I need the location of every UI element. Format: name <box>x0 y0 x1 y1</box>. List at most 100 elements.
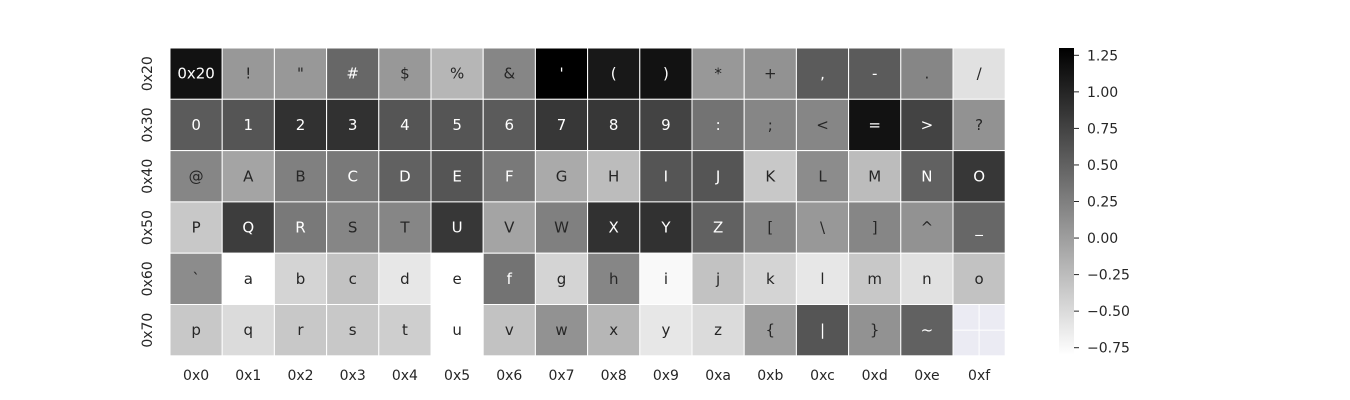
cell-annotation: [ <box>767 219 773 237</box>
cell-annotation: H <box>608 167 619 185</box>
heatmap-cell <box>273 98 328 152</box>
heatmap-cell <box>378 201 432 254</box>
cell-annotation: F <box>505 167 514 185</box>
cell-annotation: ! <box>245 65 251 83</box>
heatmap-cell <box>743 304 797 357</box>
cell-annotation: ^ <box>921 219 934 237</box>
cell-annotation: W <box>554 219 569 237</box>
cell-annotation: V <box>504 219 515 237</box>
cell-annotation: d <box>400 270 410 288</box>
cell-annotation: R <box>295 219 305 237</box>
heatmap-cell <box>430 98 484 152</box>
cell-annotation: 6 <box>505 116 515 134</box>
x-axis-ticks: 0x0 0x1 0x2 0x3 0x4 0x5 0x6 0x7 0x8 0x9 0xa 0xb 0xc 0… <box>183 368 991 384</box>
heatmap-cell <box>169 201 223 254</box>
heatmap-cells <box>169 47 1006 357</box>
cell-annotation: O <box>973 167 985 185</box>
cell-annotation: g <box>557 270 567 288</box>
cell-annotation: , <box>820 65 825 83</box>
cell-annotation: U <box>452 219 463 237</box>
heatmap-cell <box>691 150 745 203</box>
heatmap-cell <box>743 47 797 100</box>
y-axis-ticks: 0x20 0x30 0x40 0x50 0x60 0x70 <box>140 56 156 348</box>
cell-annotation: ' <box>559 65 563 83</box>
cell-annotation: G <box>556 167 568 185</box>
cell-annotation: & <box>503 65 515 83</box>
heatmap-cell <box>221 252 275 305</box>
cell-annotation: ? <box>975 116 983 134</box>
cell-annotation: k <box>766 270 775 288</box>
y-tick-label: 0x60 <box>140 261 156 296</box>
cell-annotation: A <box>243 167 254 185</box>
cell-annotation: 9 <box>661 116 671 134</box>
cell-annotation: % <box>450 65 464 83</box>
cell-annotation: + <box>764 65 777 83</box>
y-tick-label: 0x30 <box>140 107 156 142</box>
heatmap-cell <box>587 304 641 357</box>
heatmap-cell <box>795 150 850 203</box>
heatmap-cell <box>326 98 380 152</box>
cell-annotation: B <box>295 167 305 185</box>
heatmap-cell <box>221 304 275 357</box>
x-tick-label: 0x0 <box>183 368 209 384</box>
cell-annotation: t <box>402 321 408 339</box>
colorbar-tick-label: 0.00 <box>1087 231 1118 247</box>
cell-annotation: M <box>868 167 881 185</box>
heatmap-cell <box>900 150 954 203</box>
heatmap-cell <box>639 47 693 100</box>
cell-annotation: 0x20 <box>177 65 215 83</box>
cell-annotation: P <box>192 219 201 237</box>
cell-annotation: 0 <box>191 116 201 134</box>
cell-annotation: { <box>766 321 776 339</box>
heatmap-cell <box>587 98 641 152</box>
cell-annotation: j <box>715 270 720 288</box>
heatmap-cell <box>430 304 484 357</box>
cell-annotation: p <box>191 321 201 339</box>
cell-annotation: c <box>349 270 357 288</box>
cell-annotation: J <box>715 167 720 185</box>
cell-annotation: m <box>867 270 882 288</box>
cell-annotation: o <box>975 270 984 288</box>
x-tick-label: 0x4 <box>392 368 418 384</box>
cell-annotation: Z <box>713 219 723 237</box>
heatmap-cell <box>378 98 432 152</box>
cell-annotation: 2 <box>296 116 306 134</box>
cell-annotation: y <box>661 321 670 339</box>
cell-annotation: x <box>609 321 618 339</box>
heatmap-cell <box>900 304 954 357</box>
cell-annotation: " <box>297 65 304 83</box>
heatmap-cell <box>691 201 745 254</box>
cell-annotation: ( <box>611 65 617 83</box>
heatmap-cell <box>848 252 902 305</box>
heatmap-cell <box>900 98 954 152</box>
cell-annotation: T <box>399 219 410 237</box>
cell-annotation: ) <box>663 65 669 83</box>
colorbar-tick-label: −0.25 <box>1087 268 1130 284</box>
cell-annotation: S <box>348 219 358 237</box>
x-tick-label: 0x5 <box>444 368 470 384</box>
cell-annotation: Q <box>242 219 254 237</box>
cell-annotation: L <box>818 167 827 185</box>
cell-annotation: ] <box>872 219 878 237</box>
x-tick-label: 0xc <box>810 368 835 384</box>
cell-annotation: - <box>872 65 877 83</box>
heatmap-cell <box>378 304 432 357</box>
heatmap-cell <box>952 201 1006 254</box>
cell-annotation: K <box>765 167 776 185</box>
cell-annotation: i <box>664 270 668 288</box>
heatmap-cell <box>169 98 223 152</box>
heatmap-cell <box>900 252 954 305</box>
cell-annotation: 7 <box>557 116 567 134</box>
heatmap-cell <box>534 304 589 357</box>
cell-annotation: e <box>452 270 461 288</box>
cell-annotation: $ <box>400 65 410 83</box>
heatmap-cell <box>848 150 902 203</box>
cell-annotation: r <box>297 321 304 339</box>
cell-annotation: s <box>349 321 357 339</box>
cell-annotation: z <box>714 321 722 339</box>
heatmap-cell <box>795 304 850 357</box>
heatmap-cell <box>691 98 745 152</box>
cell-annotation: ~ <box>921 321 934 339</box>
cell-annotation: X <box>609 219 619 237</box>
heatmap-cell <box>743 98 797 152</box>
